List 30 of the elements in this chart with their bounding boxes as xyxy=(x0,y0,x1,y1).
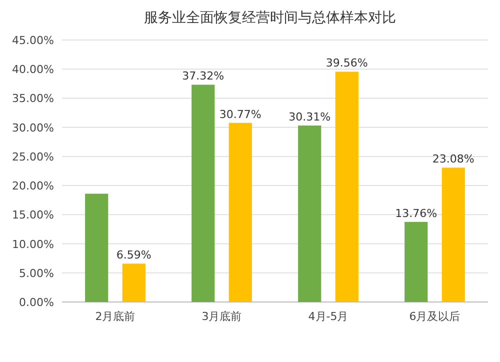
x-tick-label: 3月底前 xyxy=(202,310,242,323)
y-tick-label: 40.00% xyxy=(12,63,54,76)
bar xyxy=(442,168,465,302)
y-tick-label: 15.00% xyxy=(12,208,54,222)
data-label: 23.08% xyxy=(432,152,474,166)
chart-title: 服务业全面恢复经营时间与总体样本对比 xyxy=(144,10,396,26)
data-label: 13.76% xyxy=(395,206,438,220)
y-tick-label: 10.00% xyxy=(12,238,54,251)
y-tick-label: 20.00% xyxy=(12,180,54,193)
bar xyxy=(404,222,428,302)
y-tick-label: 35.00% xyxy=(12,92,54,106)
y-tick-label: 25.00% xyxy=(12,150,54,164)
y-tick-label: 0.00% xyxy=(19,296,54,309)
x-tick-label: 2月底前 xyxy=(95,310,136,323)
y-tick-label: 45.00% xyxy=(12,34,54,47)
y-tick-label: 5.00% xyxy=(19,266,54,280)
data-label: 30.31% xyxy=(288,110,331,124)
bar xyxy=(122,264,146,302)
bar xyxy=(298,126,322,302)
x-tick-label: 6月及以后 xyxy=(409,310,460,323)
bar xyxy=(192,84,215,302)
data-label: 37.32% xyxy=(182,70,224,83)
bar xyxy=(335,72,358,302)
bar xyxy=(85,194,108,302)
data-label: 6.59% xyxy=(116,248,152,262)
x-tick-label: 4月-5月 xyxy=(308,310,348,323)
bar xyxy=(228,122,252,302)
y-tick-label: 30.00% xyxy=(12,121,54,134)
data-label: 30.77% xyxy=(219,108,262,121)
data-label: 39.56% xyxy=(326,56,368,70)
